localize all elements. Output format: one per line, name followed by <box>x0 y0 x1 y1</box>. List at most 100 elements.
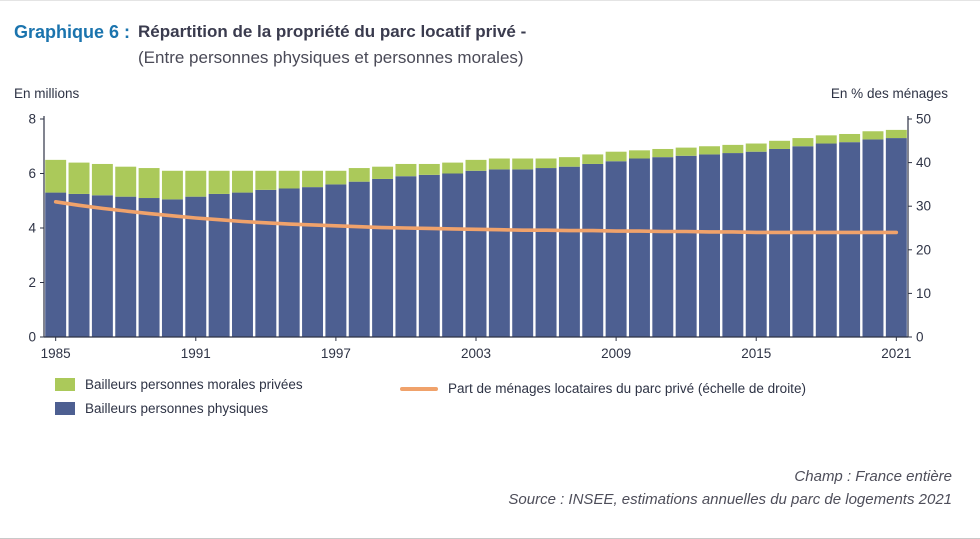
legend-label-morales: Bailleurs personnes morales privées <box>85 377 303 392</box>
axis-tick-label: 10 <box>916 286 931 301</box>
axis-tick-label: 2003 <box>461 346 491 361</box>
figure-header: Graphique 6 : Répartition de la propriét… <box>0 1 980 70</box>
bar-segment-physiques <box>488 169 510 337</box>
bar-segment-morales <box>161 170 183 200</box>
bar-segment-morales <box>815 135 837 144</box>
bar-segment-physiques <box>745 151 767 337</box>
bar-segment-physiques <box>115 196 137 337</box>
figure-footnotes: Champ : France entière Source : INSEE, e… <box>508 465 952 512</box>
axis-tick-label: 20 <box>916 242 931 257</box>
bar-segment-morales <box>488 158 510 170</box>
bar-segment-physiques <box>68 193 90 337</box>
bar-segment-morales <box>348 168 370 182</box>
bar-segment-morales <box>699 146 720 155</box>
bar-segment-morales <box>769 140 791 149</box>
axis-tick-label: 1985 <box>41 346 71 361</box>
chart-area: 0 2 4 6 8 0 10 20 30 40 50 1985 1991 1997 2003 2009 2015… <box>0 105 980 367</box>
bar-segment-physiques <box>395 176 417 337</box>
axis-tick-label: 1991 <box>181 346 211 361</box>
bar-segment-morales <box>839 133 861 143</box>
bar-segment-morales <box>372 166 394 179</box>
bar-segment-physiques <box>792 146 814 337</box>
bar-segment-physiques <box>675 155 697 337</box>
figure-title: Répartition de la propriété du parc loca… <box>138 19 526 70</box>
legend-item-morales: Bailleurs personnes morales privées <box>55 377 400 392</box>
axis-tick-label: 8 <box>28 112 36 127</box>
bar-segment-morales <box>91 163 113 196</box>
champ-note: Champ : France entière <box>794 467 952 485</box>
trend-line <box>53 200 899 235</box>
axis-tick-label: 2015 <box>741 346 771 361</box>
bar-segment-physiques <box>91 195 113 337</box>
bar-segment-morales <box>535 158 557 169</box>
bar-segment-morales <box>862 131 884 140</box>
bar-segment-physiques <box>185 196 207 337</box>
legend-label-physiques: Bailleurs personnes physiques <box>85 401 269 416</box>
legend-left-column: Bailleurs personnes morales privées Bail… <box>55 377 400 416</box>
bar-segment-physiques <box>862 139 884 337</box>
bars <box>45 129 907 337</box>
bar-segment-morales <box>745 143 767 152</box>
bar-segment-physiques <box>348 181 370 337</box>
bar-segment-morales <box>68 162 90 194</box>
bar-segment-morales <box>675 147 697 156</box>
left-axis-unit-label: En millions <box>14 86 80 101</box>
axis-tick-label: 0 <box>28 330 36 345</box>
bar-segment-morales <box>208 170 230 194</box>
bar-segment-morales <box>792 138 814 147</box>
bar-segment-morales <box>442 162 464 174</box>
bar-segment-morales <box>628 150 650 159</box>
bar-segment-morales <box>278 170 300 189</box>
bar-segment-morales <box>582 154 604 164</box>
figure-title-line2: (Entre personnes physiques et personnes … <box>138 47 524 67</box>
axis-tick-label: 6 <box>28 166 36 181</box>
legend-item-line: Part de ménages locataires du parc privé… <box>400 381 806 396</box>
axis-tick-label: 0 <box>916 330 924 345</box>
stacked-bar-chart: 0 2 4 6 8 0 10 20 30 40 50 1985 1991 1997 2003 2009 2015… <box>28 112 931 362</box>
bar-segment-morales <box>418 163 440 175</box>
blue-square-swatch <box>55 402 75 415</box>
chart-legend: Bailleurs personnes morales privées Bail… <box>0 377 980 416</box>
orange-line-swatch <box>400 386 438 391</box>
legend-item-physiques: Bailleurs personnes physiques <box>55 401 400 416</box>
bar-segment-physiques <box>372 178 394 337</box>
source-note: Source : INSEE, estimations annuelles du… <box>508 490 952 508</box>
bar-segment-physiques <box>535 168 557 337</box>
bar-segment-physiques <box>722 153 744 337</box>
bar-segment-morales <box>115 166 137 197</box>
bar-segment-morales <box>885 129 907 139</box>
bar-segment-physiques <box>232 192 253 337</box>
bar-segment-physiques <box>558 166 580 337</box>
bar-segment-physiques <box>512 169 534 337</box>
bar-segment-morales <box>605 151 627 162</box>
bar-segment-physiques <box>605 161 627 337</box>
bar-segment-physiques <box>418 174 440 337</box>
bar-segment-morales <box>722 144 744 154</box>
right-axis-unit-label: En % des ménages <box>830 86 948 101</box>
axis-unit-labels: En millions En % des ménages <box>0 70 980 101</box>
bar-segment-physiques <box>325 184 347 337</box>
green-square-swatch <box>55 378 75 391</box>
bar-segment-physiques <box>769 148 791 337</box>
bar-segment-morales <box>232 170 253 193</box>
bar-segment-physiques <box>255 189 277 337</box>
bar-segment-physiques <box>442 173 464 337</box>
bar-segment-morales <box>255 170 277 190</box>
bar-segment-physiques <box>839 142 861 337</box>
bar-segment-morales <box>512 158 534 170</box>
bar-segment-physiques <box>138 198 160 337</box>
bar-segment-morales <box>325 170 347 185</box>
axis-tick-label: 2021 <box>881 346 911 361</box>
bar-segment-physiques <box>699 154 720 337</box>
legend-label-line: Part de ménages locataires du parc privé… <box>448 381 806 396</box>
axis-tick-label: 1997 <box>321 346 351 361</box>
figure-title-line1: Répartition de la propriété du parc loca… <box>138 22 527 41</box>
bar-segment-morales <box>138 168 160 199</box>
axis-tick-label: 30 <box>916 199 931 214</box>
bar-segment-morales <box>302 170 324 188</box>
bar-segment-physiques <box>885 138 907 337</box>
bar-segment-physiques <box>302 187 324 337</box>
bar-segment-physiques <box>278 188 300 337</box>
bar-segment-morales <box>465 159 487 171</box>
